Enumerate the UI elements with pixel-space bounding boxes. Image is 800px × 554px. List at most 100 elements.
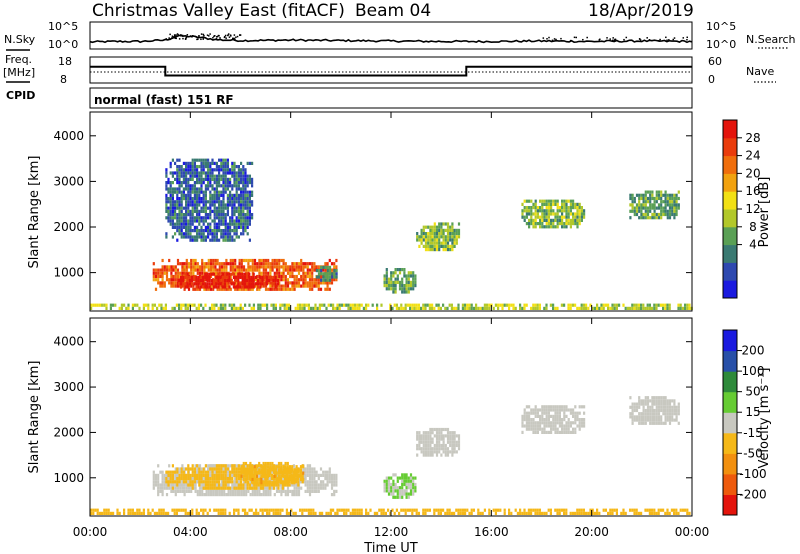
power-cell [655, 206, 658, 210]
velocity-cell [662, 405, 665, 409]
velocity-cell [171, 480, 174, 484]
velocity-cell [677, 402, 680, 406]
power-cell [190, 271, 193, 275]
velocity-cell [422, 431, 425, 435]
power-cell [159, 271, 162, 275]
power-cell [272, 282, 275, 286]
power-cell [174, 203, 177, 207]
velocity-cell [280, 481, 283, 485]
velocity-cell [591, 508, 594, 512]
velocity-cell [311, 467, 314, 471]
velocity-cell [282, 474, 285, 478]
power-cell [253, 265, 257, 269]
velocity-cell [200, 473, 203, 477]
power-cell [159, 284, 162, 288]
velocity-cell [547, 411, 550, 415]
velocity-cell [157, 464, 160, 468]
power-cell [446, 241, 450, 245]
power-cell [222, 174, 225, 178]
velocity-cell [154, 483, 158, 487]
velocity-cell [266, 465, 270, 469]
power-cell [242, 184, 245, 188]
velocity-cell [383, 489, 386, 493]
velocity-cell [536, 430, 539, 434]
velocity-cell [451, 443, 454, 448]
velocity-cell [165, 477, 168, 481]
power-cell [237, 209, 240, 213]
power-cell [649, 216, 652, 220]
velocity-cell [666, 508, 669, 512]
velocity-cell [292, 464, 295, 468]
power-cell [240, 219, 243, 223]
power-cell [187, 190, 190, 194]
power-cell [582, 306, 585, 310]
velocity-cell [653, 511, 656, 515]
power-cell [195, 275, 198, 279]
velocity-cell [435, 508, 438, 512]
power-cell [196, 262, 199, 266]
velocity-cell [640, 421, 643, 425]
velocity-cell [333, 489, 336, 493]
velocity-cell [442, 443, 445, 448]
velocity-cell [558, 408, 561, 412]
power-cell [649, 190, 652, 194]
velocity-cell [433, 434, 436, 438]
power-cell [220, 232, 223, 236]
nsky-point [575, 36, 577, 39]
power-cell [538, 303, 541, 307]
power-cell [222, 193, 225, 197]
power-cell [288, 306, 291, 310]
velocity-cell [420, 440, 423, 444]
power-cell [464, 306, 467, 310]
power-cell [203, 262, 206, 266]
velocity-cell [330, 483, 334, 487]
nsky-point [175, 37, 177, 40]
power-cell [237, 193, 240, 197]
velocity-cell [288, 480, 291, 484]
power-cell [230, 282, 233, 286]
power-cell [390, 284, 393, 288]
power-cell [196, 190, 199, 194]
velocity-cell [257, 464, 260, 468]
velocity-cell [392, 479, 395, 483]
velocity-cell [212, 493, 215, 497]
velocity-cell [209, 473, 212, 477]
power-cell [300, 265, 303, 269]
velocity-cell [264, 486, 268, 490]
power-cell [222, 216, 225, 220]
velocity-cell [183, 489, 186, 493]
nsky-point [236, 35, 239, 38]
velocity-cell [172, 489, 175, 493]
power-cell [189, 177, 192, 181]
power-cell [229, 216, 232, 220]
velocity-cell [174, 493, 177, 497]
velocity-cell [668, 511, 671, 515]
velocity-cell [306, 470, 309, 474]
power-cell [233, 222, 236, 226]
velocity-cell [174, 480, 177, 484]
power-cell [532, 206, 535, 210]
velocity-cell [322, 470, 325, 474]
power-cell [550, 225, 553, 229]
power-cell [644, 216, 647, 220]
power-cell [232, 282, 235, 286]
power-cell [202, 219, 205, 223]
velocity-cell [213, 480, 216, 484]
velocity-cell [284, 461, 287, 466]
power-cell [677, 306, 680, 310]
velocity-cell [405, 495, 408, 499]
power-cell [174, 213, 177, 217]
power-cell [297, 262, 301, 266]
velocity-cell [262, 461, 265, 466]
power-cell [660, 190, 663, 194]
velocity-cell [165, 486, 169, 490]
velocity-cell [304, 467, 307, 471]
velocity-cell [345, 511, 348, 515]
velocity-cell [226, 477, 229, 481]
power-cell [174, 281, 177, 285]
velocity-cell [313, 480, 316, 484]
power-cell [433, 232, 436, 236]
power-cell [201, 271, 204, 275]
power-cell [563, 225, 566, 229]
velocity-cell [246, 483, 249, 487]
